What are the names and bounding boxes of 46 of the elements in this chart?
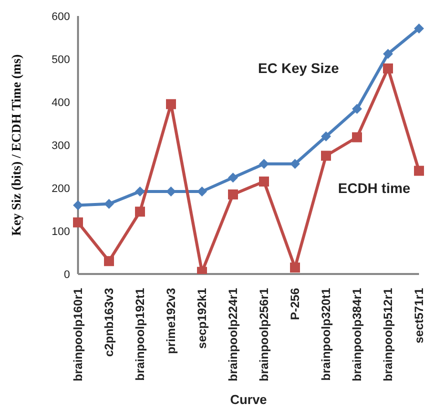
point [228,172,238,183]
point [321,131,331,142]
x-tick-label: brainpoolp192t1 [133,288,147,381]
point [197,186,207,196]
x-tick-label: brainpoolp160r1 [71,288,85,382]
x-tick-label: c2pnb163v3 [102,288,116,357]
y-tick-label: 200 [52,182,70,195]
point [352,104,362,114]
y-axis-title: Key Siz (bits) / ECDH Time (ms) [8,54,24,236]
x-axis-title: Curve [230,392,267,407]
x-tick-label: prime192v3 [164,288,178,354]
series-label: ECDH time [338,180,410,196]
point [383,63,393,74]
y-tick-label: 500 [52,54,70,66]
point [104,256,114,266]
point [414,23,424,34]
point [259,158,269,169]
point [135,206,145,217]
point [166,99,176,110]
point [135,186,145,196]
point [290,158,300,169]
text: EC Key Size [258,60,339,76]
y-tick-label: 0 [64,268,70,281]
point [228,189,238,200]
point [352,132,362,142]
point [321,150,331,161]
y-tick-label: 300 [52,140,70,152]
x-tick-label: brainpoolp256r1 [257,288,271,382]
point [73,200,83,210]
point [383,48,393,59]
y-tick-label: 100 [52,226,70,238]
x-tick-label: sect571r1 [412,288,426,344]
x-tick-label: brainpoolp512r1 [381,288,395,382]
x-tick-label: secp192k1 [195,288,209,349]
point [104,198,114,209]
x-tick-label: brainpoolp384r1 [350,288,364,382]
x-tick-label: brainpoolp224r1 [226,288,240,382]
point [290,262,300,273]
y-tick-label: 400 [52,96,70,109]
y-tick-label: 600 [52,10,70,23]
x-tick-label: brainpoolp320t1 [319,288,333,381]
point [73,217,83,228]
x-tick-label: P-256 [288,288,302,320]
point [259,176,269,187]
point [414,166,424,176]
point [166,186,176,196]
